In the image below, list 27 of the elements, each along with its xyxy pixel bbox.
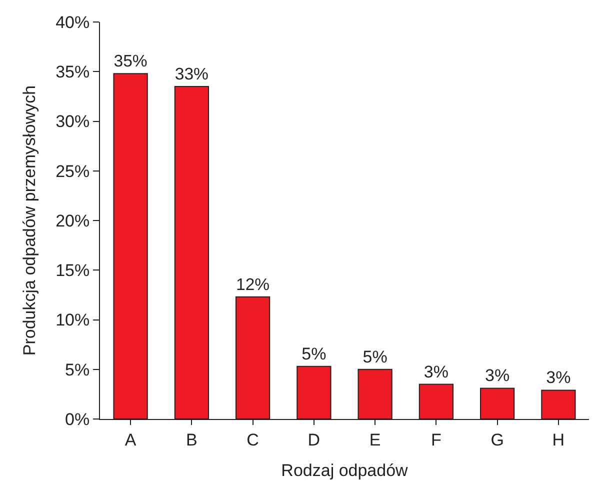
data-label: 33%: [174, 64, 209, 84]
data-label: 3%: [485, 366, 510, 386]
x-tick-label: H: [552, 430, 565, 450]
y-tick-label: 35%: [56, 62, 90, 82]
data-label: 3%: [424, 362, 448, 382]
data-label: 5%: [302, 344, 326, 364]
x-tick-label: F: [430, 430, 442, 450]
data-label: 35%: [114, 52, 148, 71]
y-tick-label: 30%: [56, 112, 90, 132]
y-tick-label: 0%: [65, 410, 90, 429]
data-label: 5%: [362, 347, 388, 366]
y-tick-label: 25%: [56, 162, 90, 181]
data-label: 3%: [546, 368, 571, 388]
y-axis-title: Produkcja odpadów przemysłowych: [20, 85, 40, 356]
x-tick-label: B: [186, 430, 198, 450]
y-tick-label: 5%: [65, 360, 90, 380]
y-tick-label: 20%: [56, 211, 90, 230]
y-tick-label: 40%: [56, 12, 90, 32]
x-tick-label: E: [369, 430, 381, 450]
x-tick-label: G: [490, 430, 504, 450]
y-tick-label: 15%: [56, 261, 90, 280]
x-tick-label: A: [124, 430, 137, 450]
x-tick-label: C: [246, 430, 259, 450]
x-tick-label: D: [308, 430, 320, 450]
data-label: 12%: [236, 274, 270, 294]
x-axis-title: Rodzaj odpadów: [281, 460, 409, 480]
y-tick-label: 10%: [56, 310, 90, 330]
